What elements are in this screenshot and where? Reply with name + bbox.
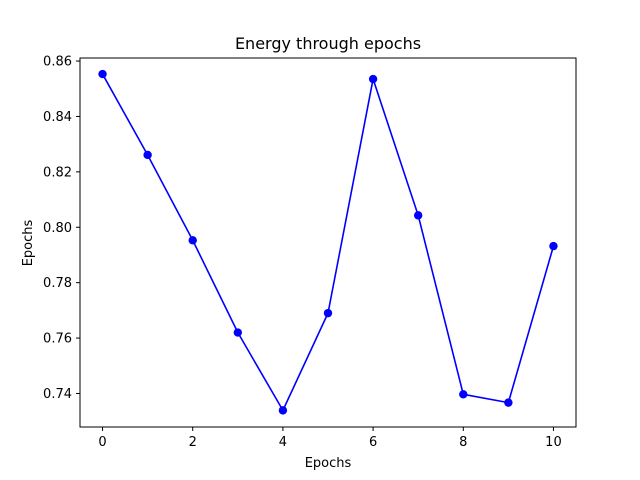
- y-axis-label: Epochs: [21, 219, 36, 266]
- data-point: [413, 211, 423, 220]
- x-tick-label: 2: [189, 435, 197, 450]
- y-tick-label: 0.84: [43, 110, 72, 125]
- data-point: [323, 308, 333, 318]
- x-tick-label: 4: [279, 435, 287, 450]
- x-axis-label: Epochs: [305, 456, 352, 471]
- data-point: [504, 398, 513, 407]
- chart-title: Energy through epochs: [235, 34, 421, 53]
- data-point: [549, 241, 558, 251]
- x-tick-label: 6: [369, 435, 377, 450]
- data-point: [233, 328, 243, 337]
- y-tick-label: 0.78: [43, 276, 72, 291]
- y-tick-label: 0.86: [43, 55, 72, 70]
- y-tick-label: 0.82: [43, 165, 72, 180]
- data-point: [459, 390, 468, 399]
- data-point: [368, 74, 378, 84]
- x-tick-label: 10: [545, 435, 562, 450]
- axes-frame: [79, 57, 577, 428]
- x-tick-label: 8: [459, 435, 467, 450]
- x-tick-label: 0: [98, 435, 106, 450]
- data-point: [278, 406, 288, 415]
- y-tick-label: 0.74: [43, 387, 72, 402]
- data-point: [188, 236, 197, 245]
- data-point: [98, 69, 107, 79]
- plot-area: 0 2 4 6 8 10 0.74 0.76 0.78 0.80 0.82 0.84 0.86: [43, 55, 577, 450]
- y-tick-label: 0.80: [43, 221, 72, 236]
- data-point: [143, 150, 152, 160]
- y-tick-label: 0.76: [43, 332, 72, 347]
